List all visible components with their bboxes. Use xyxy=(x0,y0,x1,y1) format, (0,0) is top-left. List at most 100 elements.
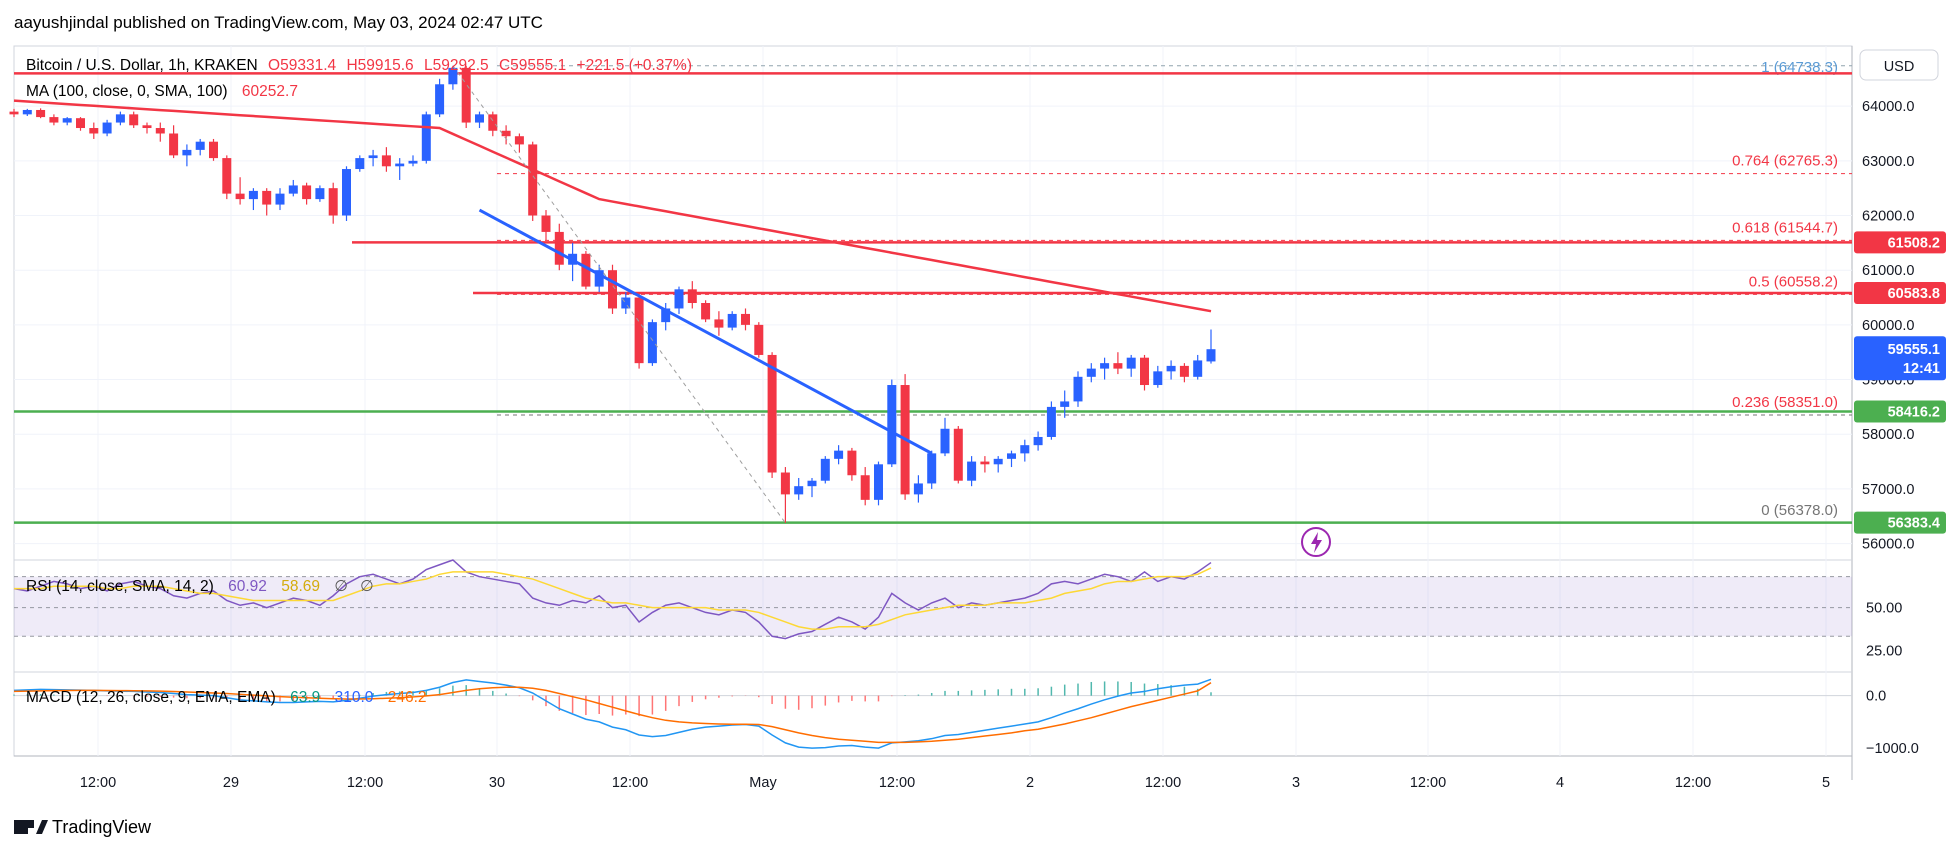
candle-body xyxy=(275,193,285,205)
candle-body xyxy=(754,324,764,355)
rsi-pane xyxy=(13,559,1852,640)
candle-body xyxy=(727,313,737,328)
candle-body xyxy=(661,308,671,323)
candle-body xyxy=(155,128,165,134)
candle-body xyxy=(381,155,391,167)
candle-body xyxy=(621,297,631,309)
time-tick-label: 30 xyxy=(489,775,505,791)
candle-body xyxy=(1020,445,1030,454)
ma-legend-value: 60252.7 xyxy=(242,83,298,100)
candle-body xyxy=(102,122,112,134)
horizontal-levels: 0.764 (62765.3) 0.618 (61544.7) 0.5 (60558… xyxy=(14,59,1852,524)
time-tick-label: 5 xyxy=(1822,775,1830,791)
candle-body xyxy=(701,303,711,320)
candle-body xyxy=(1007,453,1016,459)
fib-label-top: 1 (64738.3) xyxy=(1761,59,1838,76)
candle-body xyxy=(581,253,591,287)
candle-body xyxy=(129,114,139,126)
candle-body xyxy=(780,472,790,495)
candle-body xyxy=(554,231,564,265)
candle-body xyxy=(687,289,697,303)
candle-body xyxy=(235,193,245,200)
candle-body xyxy=(142,125,152,129)
alert-lightning-icon[interactable] xyxy=(1301,527,1331,557)
candle-body xyxy=(395,163,405,167)
candle-body xyxy=(980,461,990,465)
candle-body xyxy=(76,118,85,129)
macd-line xyxy=(13,678,1212,749)
candle-body xyxy=(860,475,870,500)
macd-tick-label: 0.0 xyxy=(1866,689,1886,705)
candle-body xyxy=(1166,365,1176,372)
candle-body xyxy=(1126,357,1136,369)
price-tick-label: 61000.0 xyxy=(1862,263,1914,279)
candle-body xyxy=(421,114,431,161)
fib-label: 0.764 (62765.3) xyxy=(1732,153,1838,170)
candle-body xyxy=(1193,360,1203,377)
candle-body xyxy=(195,141,205,150)
candle-body xyxy=(647,322,657,364)
macd-legend[interactable]: MACD (12, 26, close, 9, EMA, EMA) 63.9 3… xyxy=(26,689,427,706)
time-tick-label: 29 xyxy=(223,775,239,791)
candle-body xyxy=(49,117,59,123)
candle-body xyxy=(807,480,817,487)
rsi-tick-label: 25.00 xyxy=(1866,644,1902,660)
candle-body xyxy=(342,169,351,216)
candle-body xyxy=(1153,371,1163,386)
candle-body xyxy=(501,130,511,137)
rsi-legend-label: RSI (14, close, SMA, 14, 2) xyxy=(26,578,214,595)
candle-body xyxy=(288,185,298,194)
grid xyxy=(14,46,1852,756)
rsi-legend-value: 60.92 xyxy=(228,578,267,595)
candle-body xyxy=(594,270,604,287)
candle-body xyxy=(248,190,258,200)
ma-legend[interactable]: MA (100, close, 0, SMA, 100) 60252.7 xyxy=(26,83,298,100)
candle-body xyxy=(328,188,338,216)
macd-legend-hist: 63.9 xyxy=(290,689,320,706)
fib-label: 0.236 (58351.0) xyxy=(1732,394,1838,411)
candle-body xyxy=(634,297,644,364)
candle-body xyxy=(1046,406,1056,437)
candle-body xyxy=(62,118,72,123)
price-tick-label: 62000.0 xyxy=(1862,209,1914,225)
tradingview-logo[interactable]: TradingView xyxy=(14,817,152,837)
price-tick-label: 63000.0 xyxy=(1862,154,1914,170)
candle-body xyxy=(9,111,19,115)
candle-body xyxy=(1086,368,1096,377)
price-tick-label: 64000.0 xyxy=(1862,99,1914,115)
chart-frame xyxy=(13,45,1853,757)
candle-body xyxy=(435,84,445,115)
footer-brand: TradingView xyxy=(52,817,152,837)
currency-selector[interactable] xyxy=(1859,49,1939,81)
candle-body xyxy=(209,141,218,159)
ohlc-close: C59555.1 xyxy=(499,57,566,74)
tag-60583-bg xyxy=(1854,281,1946,304)
candle-body xyxy=(967,461,977,481)
tag-56383-text: 56383.4 xyxy=(1888,516,1940,532)
tag-56383-bg xyxy=(1854,511,1946,534)
time-tick-label: 3 xyxy=(1292,775,1300,791)
candle-body xyxy=(714,319,724,328)
macd-tick-label: −1000.0 xyxy=(1866,741,1919,757)
candle-body xyxy=(169,133,179,156)
tag-current-text: 59555.1 xyxy=(1888,342,1940,358)
currency-label: USD xyxy=(1884,59,1915,75)
rsi-legend[interactable]: RSI (14, close, SMA, 14, 2) 60.92 58.69 … xyxy=(26,578,374,595)
candle-body xyxy=(461,67,471,123)
macd-legend-label: MACD (12, 26, close, 9, EMA, EMA) xyxy=(26,689,276,706)
tag-current-bg xyxy=(1854,336,1946,381)
ohlc-high: H59915.6 xyxy=(346,57,413,74)
tag-61508-bg xyxy=(1854,231,1946,254)
ohlc-open: O59331.4 xyxy=(268,57,336,74)
candle-body xyxy=(182,149,192,156)
candle-body xyxy=(940,428,950,454)
price-tick-label: 56000.0 xyxy=(1862,537,1914,553)
candle-body xyxy=(22,109,32,115)
candle-body xyxy=(887,385,897,465)
time-tick-label: 12:00 xyxy=(879,775,915,791)
candle-body xyxy=(741,313,750,325)
time-tick-label: 12:00 xyxy=(80,775,116,791)
candle-body xyxy=(927,453,937,484)
candle-body xyxy=(488,114,498,131)
